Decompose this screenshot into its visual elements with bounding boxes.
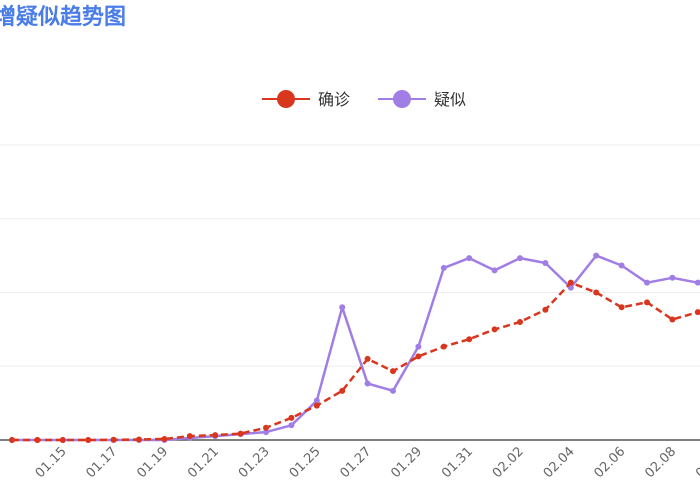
data-point-confirmed-25[interactable] (644, 299, 650, 306)
data-point-suspected-18[interactable] (466, 255, 473, 262)
data-point-suspected-15[interactable] (390, 387, 396, 394)
x-tick-label: 01.23 (236, 444, 273, 481)
data-point-confirmed-24[interactable] (618, 304, 625, 311)
x-tick-labels: 01.15 01.17 01.19 01.21 01.23 01.25 01.27 01.29… (33, 444, 700, 481)
data-point-confirmed-18[interactable] (466, 336, 473, 343)
series-layer (9, 252, 700, 443)
x-tick-label: 01.15 (33, 444, 70, 481)
data-point-confirmed-14[interactable] (364, 355, 371, 362)
legend: 确诊 疑似 (262, 90, 466, 109)
data-point-confirmed-10[interactable] (263, 424, 269, 431)
data-point-confirmed-1[interactable] (34, 437, 41, 443)
series-line-confirmed (12, 281, 700, 442)
data-point-confirmed-27[interactable] (694, 309, 700, 316)
data-point-confirmed-19[interactable] (491, 326, 498, 333)
data-point-confirmed-20[interactable] (517, 319, 523, 325)
x-tick-label: 02.04 (541, 444, 578, 481)
series-confirmed (9, 279, 700, 443)
data-point-confirmed-16[interactable] (415, 353, 422, 360)
data-point-suspected-26[interactable] (669, 274, 676, 281)
grid-lines (0, 144, 700, 367)
data-point-confirmed-3[interactable] (85, 437, 92, 443)
data-point-confirmed-12[interactable] (313, 402, 320, 409)
legend-label: 确诊 (318, 90, 350, 109)
series-suspected (9, 252, 700, 443)
x-tick-label: 01.31 (439, 444, 476, 481)
data-point-suspected-27[interactable] (694, 279, 700, 286)
data-point-suspected-16[interactable] (415, 343, 422, 350)
data-point-suspected-24[interactable] (618, 262, 625, 269)
data-point-confirmed-21[interactable] (542, 306, 549, 313)
legend-label: 疑似 (434, 90, 466, 109)
legend-item-confirmed[interactable]: 确诊 (262, 90, 350, 109)
data-point-suspected-11[interactable] (288, 422, 295, 429)
data-point-confirmed-2[interactable] (59, 437, 66, 443)
x-tick-label: 01.29 (388, 444, 425, 481)
data-point-suspected-17[interactable] (440, 264, 447, 271)
series-line-suspected (12, 254, 700, 442)
x-tick-label: 02.10 (693, 444, 700, 481)
data-point-suspected-23[interactable] (593, 252, 600, 259)
data-point-confirmed-5[interactable] (136, 436, 142, 443)
legend-swatch-dot (277, 90, 295, 108)
data-point-confirmed-22[interactable] (567, 279, 574, 286)
data-point-confirmed-0[interactable] (9, 437, 15, 443)
data-point-suspected-10[interactable] (263, 429, 269, 436)
data-point-suspected-13[interactable] (339, 304, 346, 311)
x-tick-label: 02.06 (592, 444, 629, 481)
data-point-confirmed-4[interactable] (110, 436, 117, 443)
data-point-suspected-12[interactable] (313, 397, 320, 404)
data-point-confirmed-17[interactable] (440, 343, 447, 350)
data-point-confirmed-6[interactable] (161, 436, 168, 443)
x-tick-label: 01.27 (338, 444, 375, 481)
x-tick-label: 01.25 (287, 444, 324, 481)
data-point-confirmed-7[interactable] (186, 433, 193, 440)
chart-title: 增疑似趋势图 (0, 4, 126, 30)
x-tick-label: 02.08 (642, 444, 679, 481)
x-tick-label: 02.02 (490, 444, 527, 481)
legend-swatch-dot (393, 90, 411, 108)
data-point-suspected-14[interactable] (364, 380, 371, 387)
data-point-confirmed-23[interactable] (593, 289, 600, 296)
x-tick-label: 01.17 (84, 444, 121, 481)
legend-item-suspected[interactable]: 疑似 (378, 90, 466, 109)
data-point-suspected-21[interactable] (542, 260, 549, 266)
data-point-suspected-19[interactable] (491, 267, 498, 274)
x-tick-label: 01.19 (134, 444, 171, 481)
data-point-confirmed-13[interactable] (339, 387, 346, 394)
data-point-confirmed-26[interactable] (669, 316, 676, 323)
data-point-suspected-20[interactable] (517, 255, 523, 262)
data-point-confirmed-8[interactable] (212, 432, 219, 439)
data-point-suspected-25[interactable] (644, 279, 650, 286)
x-tick-label: 01.21 (185, 444, 222, 481)
data-point-confirmed-15[interactable] (390, 368, 396, 375)
data-point-confirmed-11[interactable] (288, 414, 295, 421)
data-point-confirmed-9[interactable] (237, 430, 244, 437)
